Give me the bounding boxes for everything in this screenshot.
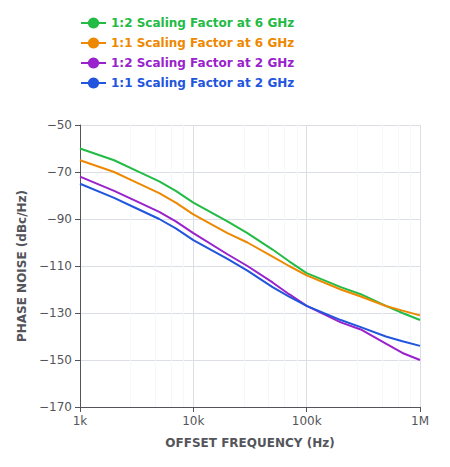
svg-text:PHASE NOISE (dBc/Hz): PHASE NOISE (dBc/Hz) (15, 190, 29, 342)
svg-text:−170: −170 (39, 400, 72, 414)
svg-text:−150: −150 (39, 353, 72, 367)
svg-text:100k: 100k (292, 414, 322, 428)
svg-text:1M: 1M (411, 414, 429, 428)
svg-text:1:1 Scaling Factor at 6 GHz: 1:1 Scaling Factor at 6 GHz (111, 36, 294, 50)
svg-text:1:2 Scaling Factor at 2 GHz: 1:2 Scaling Factor at 2 GHz (111, 56, 294, 70)
svg-text:−50: −50 (47, 118, 72, 132)
svg-text:1:2 Scaling Factor at 6 GHz: 1:2 Scaling Factor at 6 GHz (111, 16, 294, 30)
svg-text:1k: 1k (73, 414, 88, 428)
svg-text:OFFSET FREQUENCY (Hz): OFFSET FREQUENCY (Hz) (165, 436, 334, 450)
svg-text:−70: −70 (47, 165, 72, 179)
svg-text:−110: −110 (39, 259, 72, 273)
svg-text:−130: −130 (39, 306, 72, 320)
svg-text:−90: −90 (47, 212, 72, 226)
svg-text:1:1 Scaling Factor at 2 GHz: 1:1 Scaling Factor at 2 GHz (111, 76, 294, 90)
svg-text:10k: 10k (182, 414, 204, 428)
